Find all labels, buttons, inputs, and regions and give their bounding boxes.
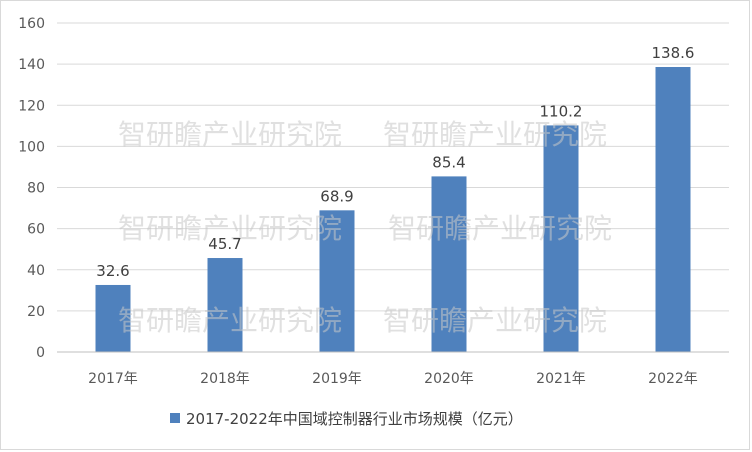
y-tick-label: 60 <box>27 222 45 238</box>
legend: 2017-2022年中国域控制器行业市场规模（亿元） <box>170 410 523 428</box>
data-labels: 32.6 45.7 68.9 85.4 110.2 138.6 <box>96 44 694 280</box>
y-tick-label: 80 <box>27 181 45 197</box>
data-label: 110.2 <box>540 102 583 120</box>
gridlines <box>57 22 729 312</box>
legend-label: 2017-2022年中国域控制器行业市场规模（亿元） <box>186 410 523 428</box>
y-axis-ticks: 0 20 40 60 80 100 120 140 160 <box>18 16 45 361</box>
x-tick-label: 2019年 <box>312 371 362 387</box>
x-tick-label: 2017年 <box>88 371 138 387</box>
y-tick-label: 140 <box>18 57 45 73</box>
watermark-text: 智研瞻产业研究院 <box>388 212 612 245</box>
watermarks: 智研瞻产业研究院 智研瞻产业研究院 智研瞻产业研究院 智研瞻产业研究院 智研瞻产… <box>118 118 612 337</box>
bar <box>655 67 691 352</box>
data-label: 45.7 <box>208 235 241 253</box>
y-tick-label: 20 <box>27 304 45 320</box>
bar <box>431 176 467 352</box>
watermark-text: 智研瞻产业研究院 <box>383 118 607 151</box>
y-tick-label: 160 <box>18 16 45 32</box>
bars <box>95 67 691 353</box>
y-tick-label: 0 <box>36 345 45 361</box>
y-tick-label: 120 <box>18 98 45 114</box>
x-tick-label: 2022年 <box>648 371 698 387</box>
watermark-text: 智研瞻产业研究院 <box>383 304 607 337</box>
legend-swatch <box>170 413 180 423</box>
data-label: 32.6 <box>96 262 129 280</box>
y-tick-label: 40 <box>27 263 45 279</box>
bar <box>319 210 355 352</box>
x-tick-label: 2020年 <box>424 371 474 387</box>
x-tick-label: 2018年 <box>200 371 250 387</box>
y-tick-label: 100 <box>18 139 45 155</box>
data-label: 138.6 <box>652 44 695 62</box>
watermark-text: 智研瞻产业研究院 <box>118 118 342 151</box>
bar <box>543 125 579 353</box>
data-label: 85.4 <box>432 153 465 171</box>
x-axis-ticks: 2017年 2018年 2019年 2020年 2021年 2022年 <box>88 371 698 387</box>
watermark-text: 智研瞻产业研究院 <box>118 212 342 245</box>
x-tick-label: 2021年 <box>536 371 586 387</box>
data-label: 68.9 <box>320 187 353 205</box>
bar <box>95 284 131 352</box>
bar <box>207 258 243 352</box>
watermark-text: 智研瞻产业研究院 <box>118 304 342 337</box>
